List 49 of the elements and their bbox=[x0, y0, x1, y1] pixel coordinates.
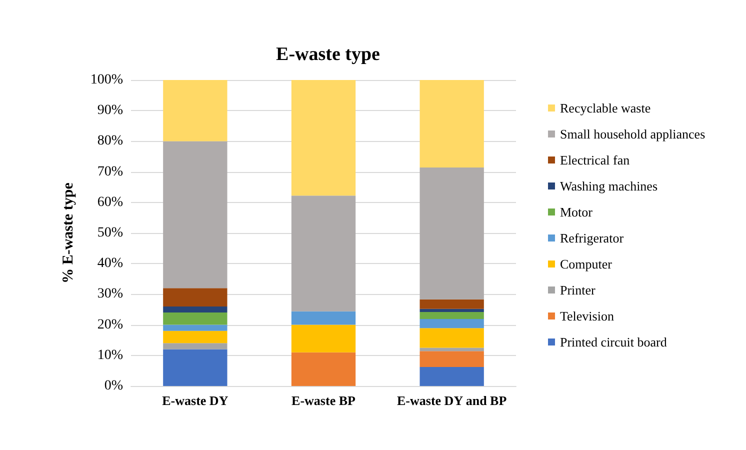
bar bbox=[420, 168, 484, 300]
bar bbox=[291, 80, 356, 196]
y-tick-label: 100% bbox=[90, 72, 124, 88]
legend-label: Washing machines bbox=[560, 178, 658, 194]
bar bbox=[163, 306, 228, 313]
bar bbox=[291, 196, 356, 312]
bar bbox=[291, 352, 356, 386]
legend-label: Refrigerator bbox=[560, 230, 624, 246]
x-tick-label: E-waste BP bbox=[292, 393, 356, 408]
y-tick-label: 80% bbox=[97, 134, 124, 149]
y-tick-label: 10% bbox=[97, 348, 124, 363]
legend-label: Recyclable waste bbox=[560, 100, 651, 116]
bar bbox=[291, 324, 356, 352]
bar bbox=[163, 349, 228, 386]
bar bbox=[420, 312, 484, 319]
legend-label: Printed circuit board bbox=[560, 334, 668, 350]
y-tick-label: 50% bbox=[97, 226, 124, 240]
bar bbox=[163, 330, 228, 344]
bar bbox=[420, 308, 484, 312]
y-tick-label: 60% bbox=[97, 194, 124, 210]
bar bbox=[420, 367, 484, 386]
bar bbox=[163, 288, 228, 306]
bar bbox=[163, 141, 228, 288]
y-axis-title: % E-waste type bbox=[60, 182, 76, 284]
bar bbox=[420, 328, 484, 348]
bar bbox=[163, 80, 228, 142]
y-tick-label: 20% bbox=[97, 317, 124, 332]
bar bbox=[291, 311, 356, 325]
y-tick-label: 30% bbox=[97, 286, 124, 302]
bar bbox=[420, 299, 484, 309]
legend-label: Electrical fan bbox=[560, 152, 630, 168]
bar bbox=[163, 324, 228, 331]
y-tick-label: 40% bbox=[97, 256, 124, 272]
legend-label: Computer bbox=[560, 256, 613, 272]
y-tick-label: 0% bbox=[104, 378, 124, 394]
bar bbox=[420, 351, 484, 368]
bar bbox=[420, 318, 484, 328]
bar bbox=[163, 343, 228, 350]
y-tick-label: 90% bbox=[97, 103, 124, 118]
bar bbox=[163, 312, 228, 325]
legend-label: Television bbox=[560, 308, 614, 324]
legend-label: Motor bbox=[560, 204, 594, 220]
bar bbox=[420, 80, 484, 168]
y-tick-label: 70% bbox=[97, 164, 124, 180]
legend-label: Small household appliances bbox=[560, 126, 706, 142]
chart-title: E-waste type bbox=[276, 44, 380, 65]
legend-label: Printer bbox=[560, 282, 596, 298]
x-tick-label: E-waste DY and BP bbox=[396, 393, 507, 408]
x-tick-label: E-waste DY bbox=[162, 393, 229, 408]
